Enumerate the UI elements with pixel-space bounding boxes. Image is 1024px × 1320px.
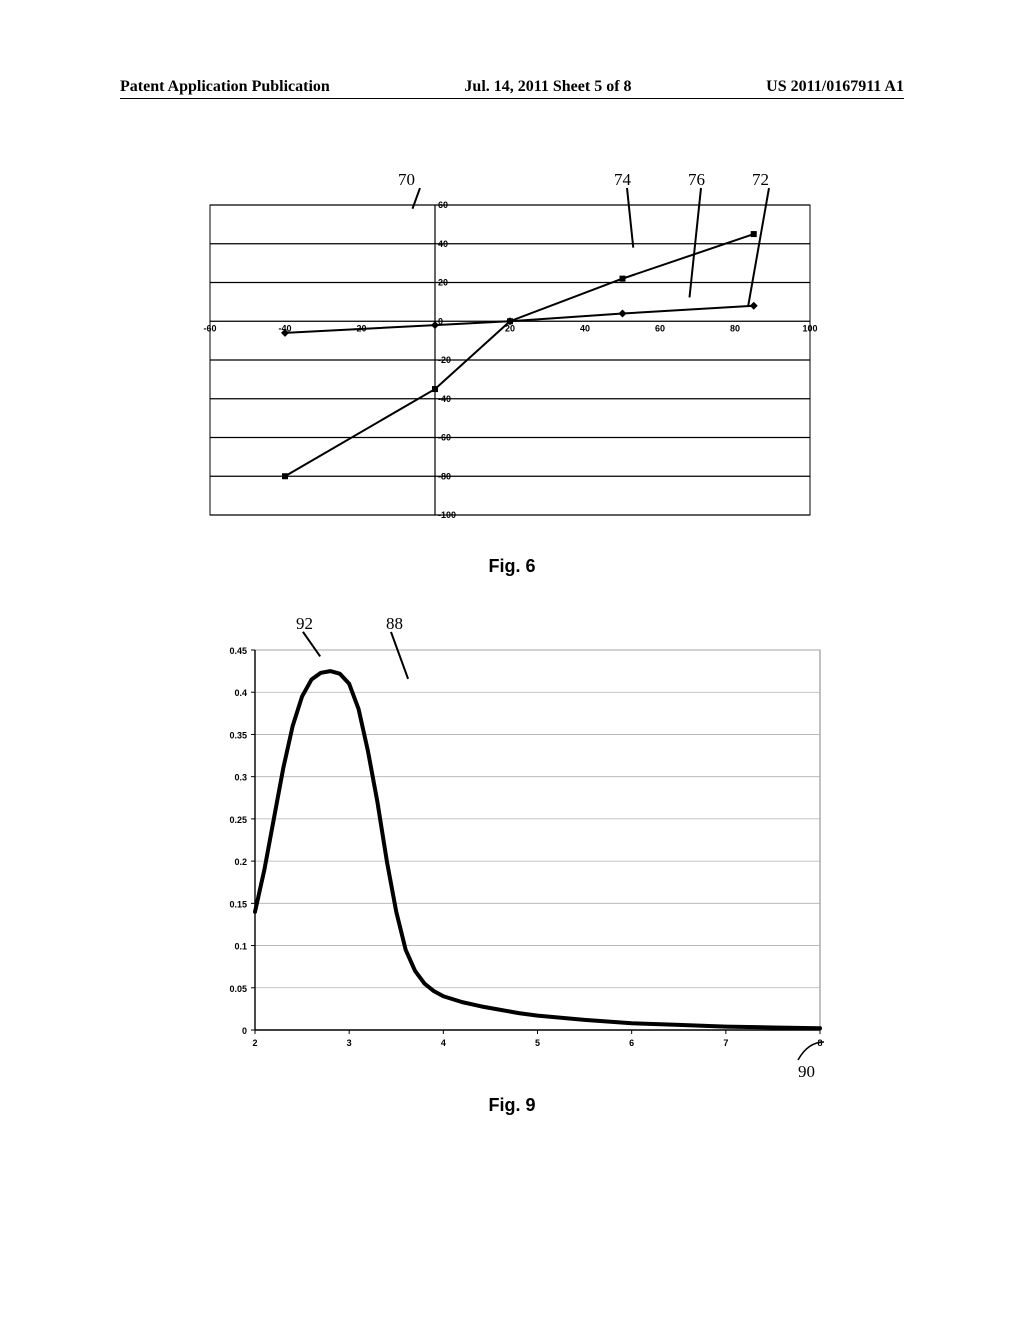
svg-text:4: 4 [441, 1038, 446, 1048]
svg-text:0.25: 0.25 [229, 815, 247, 825]
callout-70: 70 [398, 170, 415, 190]
svg-text:0.45: 0.45 [229, 646, 247, 656]
svg-text:60: 60 [438, 200, 448, 210]
callout-88: 88 [386, 614, 403, 634]
header-right: US 2011/0167911 A1 [766, 78, 904, 96]
svg-text:0.1: 0.1 [234, 942, 247, 952]
svg-text:-40: -40 [438, 394, 451, 404]
svg-text:0.4: 0.4 [234, 688, 247, 698]
svg-text:-80: -80 [438, 471, 451, 481]
callout-72: 72 [752, 170, 769, 190]
svg-text:-100: -100 [438, 510, 456, 520]
figure-6-chart: -100-80-60-40-202040600-60-40-2020406080… [200, 195, 820, 525]
svg-text:0.2: 0.2 [234, 857, 247, 867]
svg-text:40: 40 [438, 239, 448, 249]
svg-text:0.15: 0.15 [229, 899, 247, 909]
svg-text:0: 0 [242, 1026, 247, 1036]
svg-text:6: 6 [629, 1038, 634, 1048]
callout-90-curve [790, 1040, 830, 1064]
callout-76: 76 [688, 170, 705, 190]
svg-text:80: 80 [730, 323, 740, 333]
svg-text:3: 3 [347, 1038, 352, 1048]
svg-text:5: 5 [535, 1038, 540, 1048]
header-center: Jul. 14, 2011 Sheet 5 of 8 [464, 78, 631, 96]
callout-92: 92 [296, 614, 313, 634]
header-left: Patent Application Publication [120, 78, 330, 96]
figure-6-svg: -100-80-60-40-202040600-60-40-2020406080… [200, 195, 820, 525]
svg-text:-60: -60 [438, 433, 451, 443]
figure-9-chart: 00.050.10.150.20.250.30.350.40.452345678 [200, 640, 840, 1060]
svg-text:0.3: 0.3 [234, 773, 247, 783]
figure-9-caption: Fig. 9 [0, 1095, 1024, 1116]
figure-9-svg: 00.050.10.150.20.250.30.350.40.452345678 [200, 640, 840, 1060]
page-header: Patent Application Publication Jul. 14, … [120, 78, 904, 99]
callout-74: 74 [614, 170, 631, 190]
svg-text:20: 20 [438, 278, 448, 288]
svg-text:60: 60 [655, 323, 665, 333]
figure-6-caption: Fig. 6 [0, 556, 1024, 577]
svg-text:-60: -60 [203, 323, 216, 333]
svg-text:7: 7 [723, 1038, 728, 1048]
svg-text:40: 40 [580, 323, 590, 333]
svg-text:0.35: 0.35 [229, 730, 247, 740]
svg-text:2: 2 [252, 1038, 257, 1048]
svg-text:100: 100 [802, 323, 817, 333]
svg-text:0.05: 0.05 [229, 984, 247, 994]
callout-90: 90 [798, 1062, 815, 1082]
svg-text:-20: -20 [438, 355, 451, 365]
